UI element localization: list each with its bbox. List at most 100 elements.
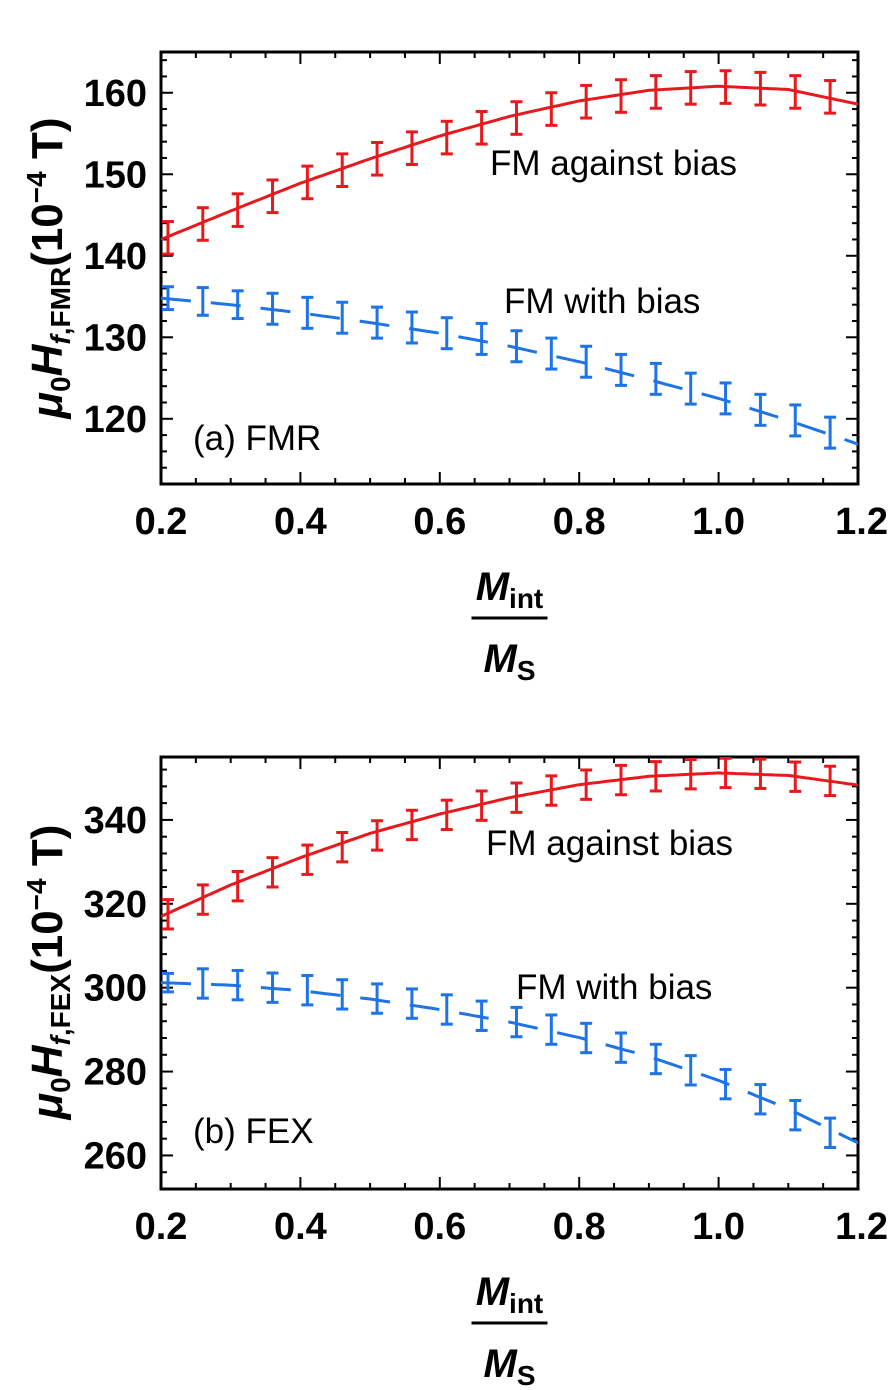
y-tick-label: 260 <box>84 1135 147 1177</box>
error-bar-with-bias <box>580 1021 593 1055</box>
y-tick-label: 300 <box>84 968 147 1010</box>
error-bar-with-bias <box>301 295 314 330</box>
y-tick-label: 120 <box>84 399 147 441</box>
x-tick-label: 1.0 <box>692 1206 745 1248</box>
error-bar-against-bias <box>196 883 209 916</box>
x-label-den-sub: S <box>517 655 536 686</box>
error-bar-with-bias <box>719 381 732 416</box>
x-tick-label: 0.2 <box>135 1206 188 1248</box>
x-axis-label-numerator: Mint <box>476 565 544 614</box>
error-bar-with-bias <box>405 310 418 345</box>
x-label-num-main: M <box>476 565 511 609</box>
y-axis-label: μ0Hf,FEX(10−4 T) <box>21 825 76 1122</box>
error-bar-against-bias <box>405 808 418 842</box>
y-axis-label-part: 0 <box>45 376 76 392</box>
error-bar-with-bias <box>649 361 662 396</box>
error-bar-with-bias <box>754 392 767 427</box>
y-axis-label-part: T) <box>23 825 72 879</box>
error-bar-against-bias <box>824 764 837 798</box>
x-tick-label: 0.6 <box>413 501 466 543</box>
panel-fmr: 0.2 0.4 0.6 0.8 1.0 1.2 120 130 140 150 160 FM agai… <box>21 50 888 686</box>
x-label-den-main: M <box>483 637 518 681</box>
x-tick-label: 0.8 <box>553 1206 606 1248</box>
y-axis-label-part: (10 <box>23 203 72 267</box>
y-axis-label-part: 0 <box>45 1077 76 1093</box>
x-tick-label: 0.8 <box>553 501 606 543</box>
error-bar-with-bias <box>440 993 453 1026</box>
error-bar-against-bias <box>231 870 244 903</box>
error-bar-with-bias <box>615 352 628 387</box>
error-bar-against-bias <box>336 830 349 864</box>
y-tick-label: 160 <box>84 73 147 115</box>
error-bar-against-bias <box>719 69 732 105</box>
error-bar-with-bias <box>789 1099 802 1132</box>
error-bar-with-bias <box>161 971 174 994</box>
error-bar-against-bias <box>545 774 558 807</box>
series-line-with-bias <box>161 981 858 1145</box>
plot-area <box>161 69 858 450</box>
error-bar-with-bias <box>371 305 384 340</box>
error-bar-with-bias <box>545 1013 558 1046</box>
x-tick-label: 1.0 <box>692 501 745 543</box>
y-tick-label: 140 <box>84 236 147 278</box>
error-bar-with-bias <box>545 336 558 371</box>
error-bar-with-bias <box>196 286 209 317</box>
error-bar-against-bias <box>789 74 802 110</box>
error-bar-against-bias <box>440 119 453 156</box>
error-bar-with-bias <box>789 403 802 438</box>
error-bar-with-bias <box>371 982 384 1015</box>
y-axis-label-part: ,FMR <box>45 267 76 335</box>
x-axis-label-denominator: MS <box>483 637 535 686</box>
error-bar-with-bias <box>405 987 418 1020</box>
y-axis-label-part: T) <box>23 118 72 172</box>
error-bar-against-bias <box>266 178 279 215</box>
x-axis-label-denominator: MS <box>483 1342 535 1390</box>
error-bar-against-bias <box>161 898 174 931</box>
series-line-against-bias <box>161 771 858 918</box>
panel-label: (a) FMR <box>193 419 321 458</box>
y-axis-label-part: H <box>23 343 72 376</box>
x-tick-label: 0.6 <box>413 1206 466 1248</box>
error-bar-with-bias <box>196 967 209 1000</box>
error-bar-with-bias <box>615 1031 628 1064</box>
error-bar-against-bias <box>231 192 244 228</box>
y-tick-label: 340 <box>84 800 147 842</box>
x-tick-label: 0.4 <box>274 501 327 543</box>
panel-fex: 0.2 0.4 0.6 0.8 1.0 1.2 260 280 300 320 340 FM agai… <box>21 755 888 1390</box>
x-tick-label: 1.2 <box>835 501 888 543</box>
error-bar-against-bias <box>371 819 384 852</box>
series-line-with-bias <box>161 296 858 446</box>
error-bar-against-bias <box>475 789 488 822</box>
x-tick-label: 0.4 <box>274 1206 327 1248</box>
y-tick-label: 130 <box>84 317 147 359</box>
x-label-num-main: M <box>476 1270 511 1314</box>
series-line-against-bias <box>161 84 858 241</box>
error-bar-against-bias <box>789 760 802 793</box>
plot-area <box>161 757 858 1149</box>
y-tick-label: 280 <box>84 1052 147 1094</box>
series-annotation-with-bias: FM with bias <box>516 968 712 1007</box>
error-bar-against-bias <box>510 781 523 814</box>
series-annotation-against-bias: FM against bias <box>486 824 733 863</box>
x-label-den-main: M <box>483 1342 518 1386</box>
series-annotation-against-bias: FM against bias <box>490 144 737 183</box>
error-bar-with-bias <box>336 300 349 335</box>
panel-label: (b) FEX <box>193 1112 314 1151</box>
error-bar-with-bias <box>266 291 279 326</box>
error-bar-against-bias <box>615 763 628 797</box>
x-label-num-sub: int <box>509 583 543 614</box>
error-bar-against-bias <box>684 70 697 106</box>
error-bar-against-bias <box>336 152 349 188</box>
error-bar-with-bias <box>684 1054 697 1087</box>
x-label-den-sub: S <box>517 1360 536 1390</box>
error-bar-with-bias <box>231 968 244 1002</box>
error-bar-against-bias <box>545 91 558 127</box>
error-bar-against-bias <box>440 798 453 832</box>
error-bar-against-bias <box>475 110 488 146</box>
y-tick-label: 320 <box>84 884 147 926</box>
error-bar-against-bias <box>719 757 732 790</box>
error-bar-against-bias <box>580 83 593 120</box>
error-bar-against-bias <box>510 100 523 136</box>
error-bar-with-bias <box>684 371 697 406</box>
